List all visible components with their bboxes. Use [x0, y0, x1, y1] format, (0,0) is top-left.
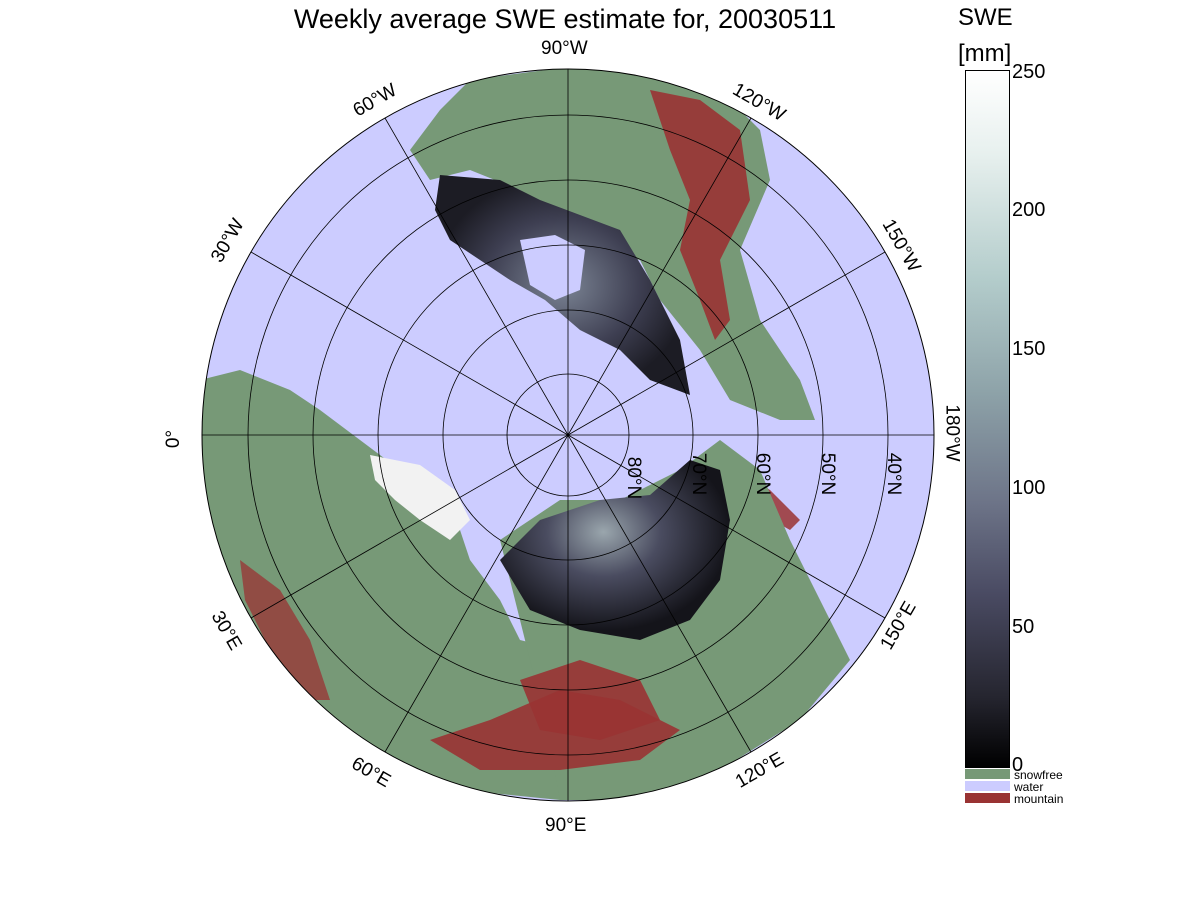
colorbar-tick-0: 0 — [1012, 754, 1024, 776]
lon-label-90w: 90°W — [541, 38, 588, 59]
siberia-snow — [500, 460, 730, 640]
legend-label-water: water — [1014, 780, 1044, 794]
colorbar-tick-250: 250 — [1012, 61, 1046, 83]
map-content — [202, 69, 934, 801]
legend-swatch-water — [965, 781, 1010, 791]
colorbar-tick-100: 100 — [1012, 477, 1046, 499]
map-title: Weekly average SWE estimate for, 2003051… — [293, 4, 837, 34]
colorbar-tick-200: 200 — [1012, 199, 1046, 221]
colorbar — [965, 70, 1010, 768]
meridians — [202, 69, 934, 801]
rocky-mountains — [650, 90, 750, 340]
legend-label-mountain: mountain — [1014, 792, 1064, 806]
legend-swatch-snowfree — [965, 769, 1010, 779]
lon-label-90e: 90°E — [545, 815, 587, 836]
lat-label-80n: 80°N — [623, 456, 645, 500]
colorbar-title: SWE — [958, 4, 1013, 31]
europe-land — [202, 370, 560, 800]
colorbar-tick-50: 50 — [1012, 616, 1035, 638]
colorbar-unit: [mm] — [958, 40, 1012, 67]
lat-label-50n: 50°N — [817, 452, 839, 496]
scandinavia-snow — [370, 455, 470, 540]
lon-label-0: 0° — [163, 429, 185, 449]
colorbar-tick-150: 150 — [1012, 338, 1046, 360]
himalaya-mountains — [520, 660, 660, 740]
european-mountains — [240, 560, 330, 700]
hudson-bay — [520, 235, 585, 300]
legend-swatch-mountain — [965, 793, 1010, 803]
lat-label-40n: 40°N — [883, 452, 905, 496]
legend-label-snowfree: snowfree — [1014, 768, 1063, 782]
lat-label-60n: 60°N — [752, 452, 774, 496]
lon-label-180w: 180°W — [941, 404, 963, 462]
lat-label-70n: 70°N — [688, 452, 710, 496]
